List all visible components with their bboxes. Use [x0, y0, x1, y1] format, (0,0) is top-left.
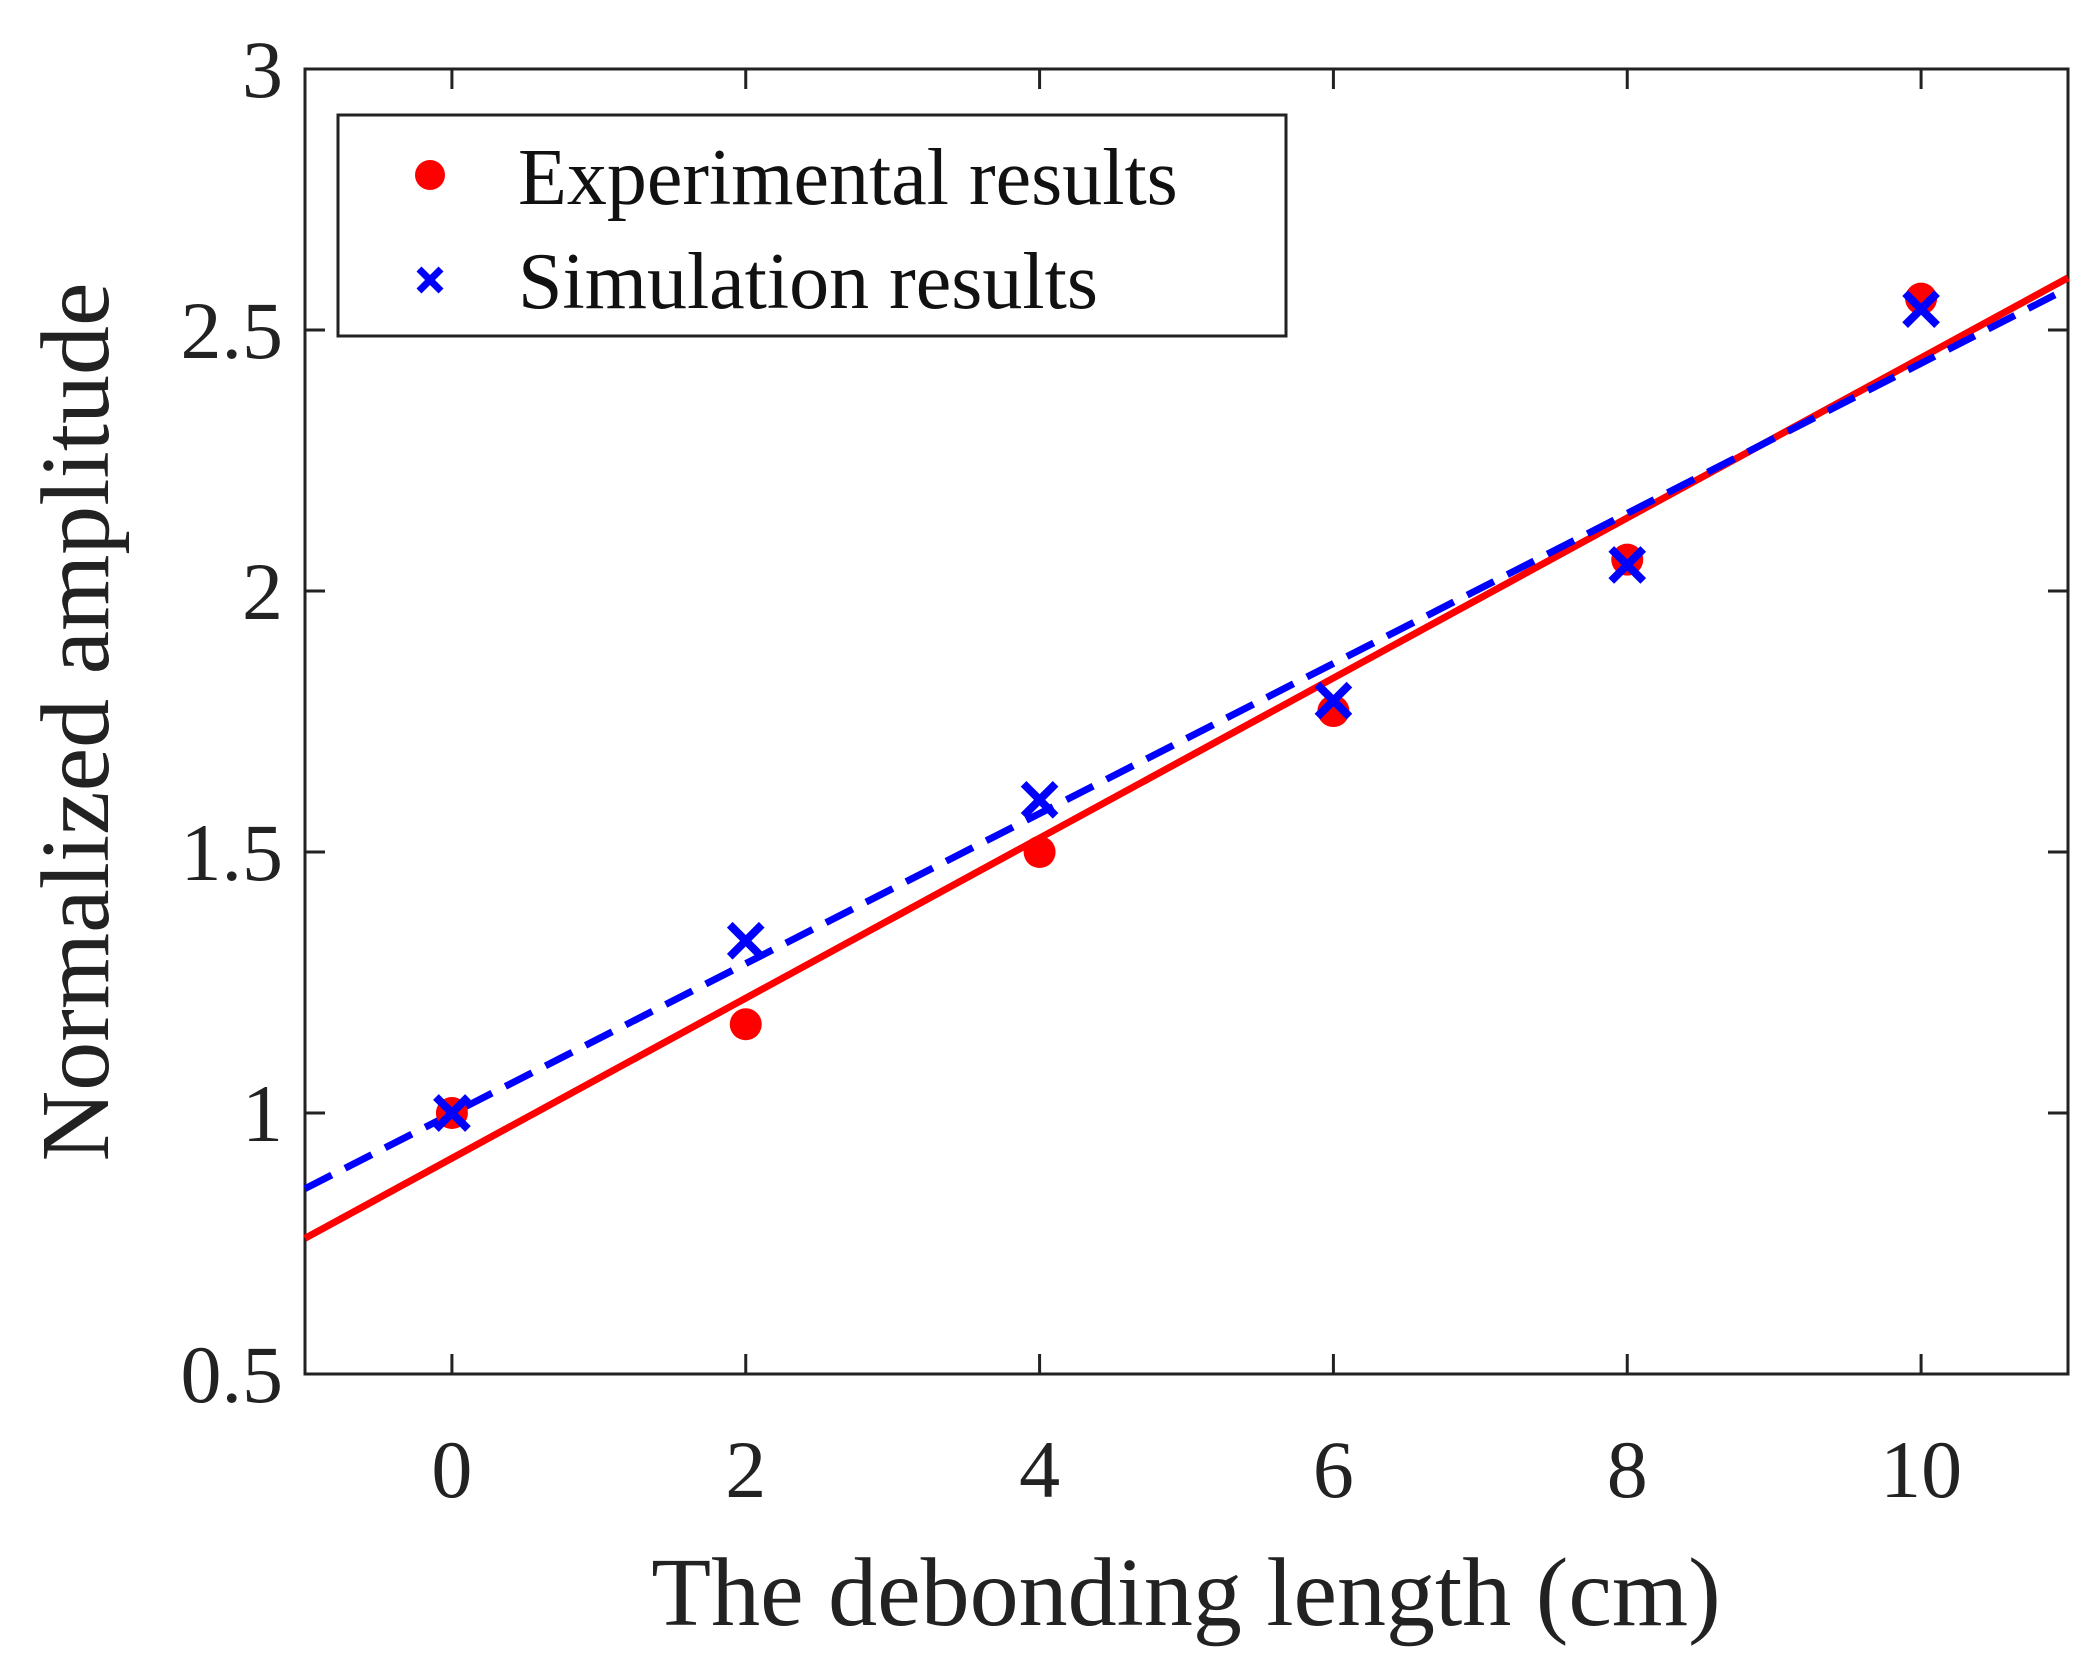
fit-lines — [303, 274, 2070, 1242]
legend-label-simulation: Simulation results — [518, 238, 1098, 326]
simulation-fit-line — [303, 285, 2070, 1192]
axis-ticks — [305, 67, 2068, 1376]
x-tick-label: 4 — [1019, 1424, 1060, 1515]
legend-marker-experimental — [415, 160, 445, 190]
x-tick-label: 8 — [1607, 1424, 1648, 1515]
simulation-point — [1020, 780, 1059, 819]
legend-marker-simulation — [416, 266, 444, 294]
legend: Experimental results Simulation results — [336, 113, 1288, 338]
x-tick-label: 0 — [431, 1424, 472, 1515]
simulation-point — [1314, 681, 1353, 720]
experimental-point — [1023, 836, 1056, 868]
experimental-point — [729, 1008, 762, 1041]
x-axis-label: The debonding length (cm) — [651, 1539, 1721, 1647]
y-tick-label: 0.5 — [181, 1329, 284, 1420]
simulation-point — [1902, 290, 1940, 328]
x-tick-label: 2 — [725, 1424, 766, 1515]
x-tick-labels: 0 2 4 6 8 10 — [431, 1424, 1962, 1515]
y-tick-label: 1 — [242, 1068, 283, 1159]
y-tick-label: 2 — [242, 546, 283, 637]
y-tick-label: 2.5 — [181, 285, 284, 376]
x-tick-label: 10 — [1880, 1424, 1962, 1515]
x-tick-label: 6 — [1313, 1424, 1354, 1515]
simulation-point — [433, 1094, 471, 1132]
data-markers — [433, 282, 1940, 1132]
y-tick-labels: 0.5 1 1.5 2 2.5 3 — [181, 24, 284, 1420]
legend-label-experimental: Experimental results — [518, 134, 1178, 222]
y-tick-label: 3 — [242, 24, 283, 115]
simulation-point — [1608, 546, 1647, 584]
y-tick-label: 1.5 — [181, 807, 284, 898]
simulation-point — [726, 921, 765, 960]
legend-box — [336, 113, 1288, 338]
y-axis-label: Normalized amplitude — [22, 283, 130, 1162]
